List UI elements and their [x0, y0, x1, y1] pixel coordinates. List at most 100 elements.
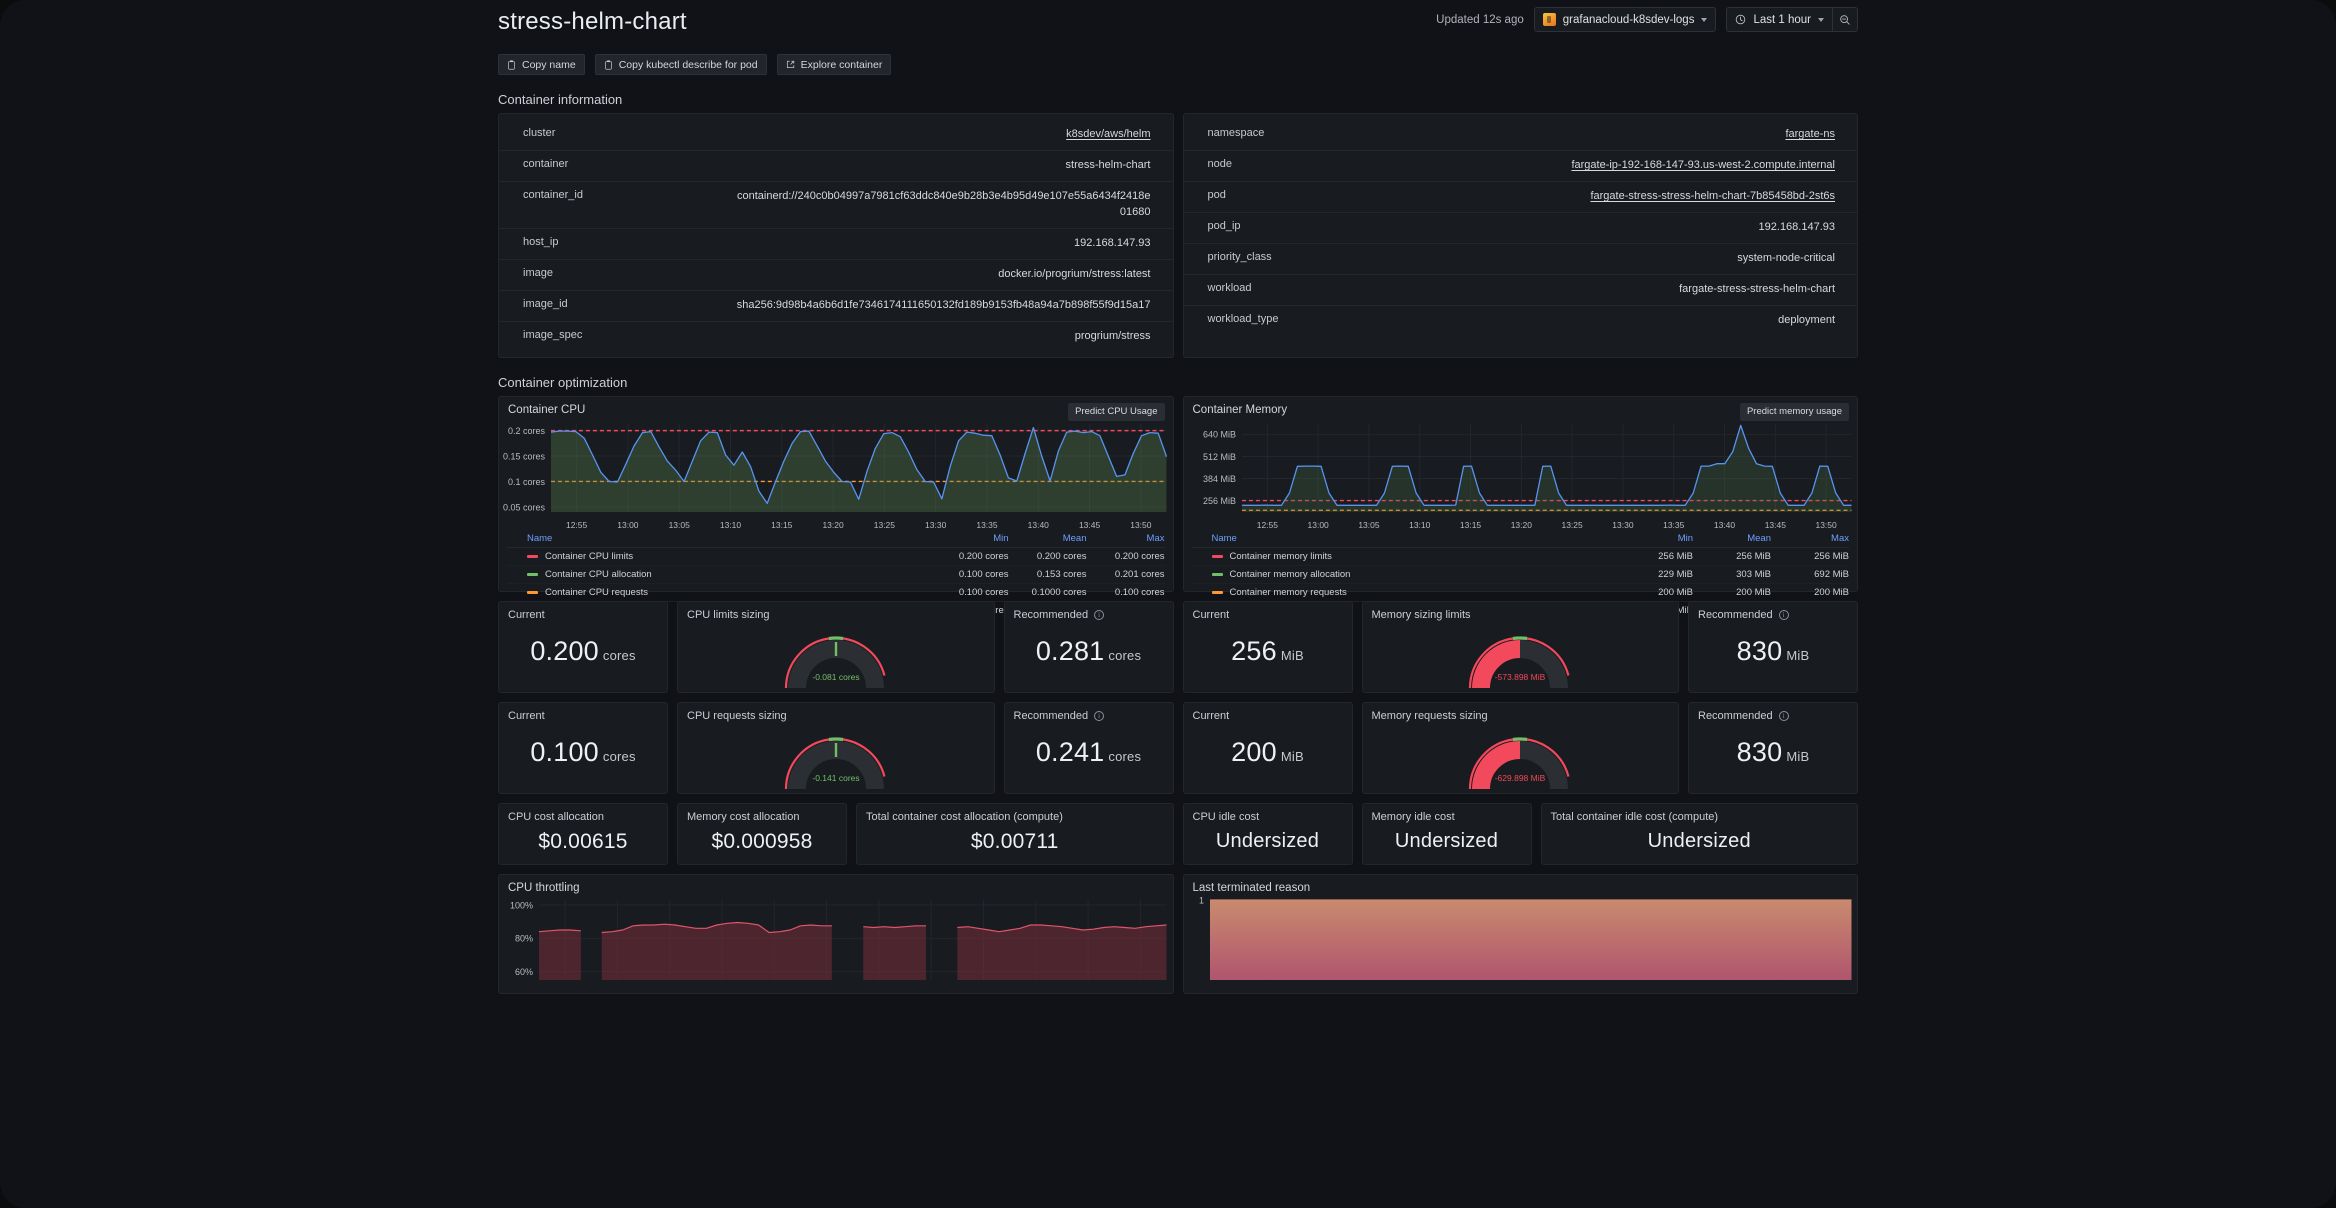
y-axis-tick-label: 80%	[515, 934, 533, 944]
info-icon[interactable]: i	[1778, 609, 1789, 620]
legend-row[interactable]: Container memory requests 200 MiB 200 MiB 2…	[1191, 584, 1849, 602]
legend-value-mean: 0.153 cores	[1036, 568, 1087, 580]
legend-row[interactable]: Container CPU requests 0.100 cores 0.1000 …	[507, 584, 1165, 602]
legend-value-mean: 303 MiB	[1736, 568, 1771, 580]
cost-panel: Memory cost allocation $0.000958	[677, 802, 847, 865]
legend-header: Name Min Mean Max	[507, 530, 1165, 548]
section-title-container-information: Container information	[498, 92, 623, 107]
cost-panels-row: CPU cost allocation $0.00615 Memory cost a…	[498, 802, 1858, 865]
gauge-value-text: -629.898 MiB	[1495, 773, 1546, 783]
legend-row[interactable]: Container memory limits 256 MiB 256 MiB 256…	[1191, 548, 1849, 566]
info-icon[interactable]: i	[1094, 609, 1105, 620]
legend-row[interactable]: Container CPU limits 0.200 cores 0.200 cor…	[507, 548, 1165, 566]
info-key: host_ip	[523, 235, 559, 248]
explore-container-button[interactable]: Explore container	[776, 54, 892, 75]
legend-value-min: 0.100 cores	[958, 586, 1009, 598]
clipboard-icon	[604, 59, 612, 70]
info-key: image_id	[523, 297, 568, 310]
datasource-label: grafanacloud-k8sdev-logs	[1562, 13, 1695, 26]
info-value-link[interactable]: fargate-ns	[1785, 128, 1835, 140]
legend-col-max[interactable]: Max	[1146, 532, 1165, 544]
legend-row[interactable]: Container memory allocation 229 MiB 303 Mi…	[1191, 566, 1849, 584]
chart-svg: 0.05 cores 0.1 cores 0.15 cores 0.2 cores 12…	[503, 423, 1168, 530]
x-axis-tick-label: 13:25	[1561, 520, 1583, 530]
recommended-number: 0.241	[1035, 736, 1105, 767]
legend-row[interactable]: Container CPU allocation 0.100 cores 0.153…	[507, 566, 1165, 584]
legend-value-max: 692 MiB	[1814, 568, 1849, 580]
time-range-picker[interactable]: Last 1 hour	[1726, 7, 1832, 32]
cost-label: Memory idle cost	[1371, 810, 1455, 823]
legend-col-min[interactable]: Min	[993, 532, 1009, 544]
copy-name-button[interactable]: Copy name	[498, 54, 585, 75]
info-row: pod_ip 192.168.147.93	[1183, 213, 1857, 244]
cost-label: CPU idle cost	[1192, 810, 1260, 823]
sizing-group: Current 200 MiB Memory requests sizing -629.…	[1182, 701, 1858, 795]
gauge-value-text: -0.081 cores	[812, 672, 859, 682]
clock-icon	[1736, 14, 1746, 25]
x-axis-tick-label: 13:45	[1079, 520, 1101, 530]
gauge-label: Memory sizing limits	[1371, 608, 1471, 621]
x-axis-tick-label: 13:00	[617, 520, 639, 530]
legend-col-mean[interactable]: Mean	[1062, 532, 1087, 544]
current-panel: Current 0.200 cores	[498, 600, 668, 693]
cost-value: Undersized	[1394, 829, 1499, 852]
current-label: Current	[508, 709, 545, 722]
info-row: cluster k8sdev/aws/helm	[499, 120, 1173, 151]
info-key: container	[523, 158, 569, 170]
gauge-visual: -629.898 MiB	[1363, 723, 1679, 795]
predict-cpu-usage-button[interactable]: Predict CPU Usage	[1068, 402, 1165, 421]
info-value-link[interactable]: fargate-ip-192-168-147-93.us-west-2.comp…	[1571, 159, 1835, 171]
info-row: workload fargate-stress-stress-helm-chart	[1183, 275, 1857, 306]
current-label: Current	[1192, 709, 1230, 722]
info-value-link[interactable]: fargate-stress-stress-helm-chart-7b85458…	[1590, 190, 1835, 202]
info-value-link[interactable]: k8sdev/aws/helm	[1066, 128, 1151, 140]
last-terminated-reason-title: Last terminated reason	[1192, 881, 1311, 894]
container-information-row: cluster k8sdev/aws/helm container stress-he…	[498, 113, 1858, 358]
gauge-panel: Memory requests sizing -629.898 MiB	[1361, 701, 1679, 795]
time-range-label: Last 1 hour	[1753, 13, 1811, 26]
info-value: system-node-critical	[1737, 252, 1835, 264]
cost-panel: Memory idle cost Undersized	[1361, 802, 1532, 865]
current-label: Current	[508, 608, 545, 621]
legend-series-label: Container CPU requests	[545, 586, 648, 598]
legend-series-name: Container CPU requests	[507, 587, 931, 598]
recommended-label: Recommended i	[1698, 609, 1789, 621]
dashboard-content: stress-helm-chart Updated 12s ago grafan…	[498, 0, 1858, 1208]
gauge-visual: -573.898 MiB	[1363, 622, 1679, 694]
x-axis-tick-label: 13:20	[1510, 520, 1532, 530]
current-unit: cores	[602, 647, 636, 663]
info-key: priority_class	[1207, 251, 1272, 263]
container-cpu-title: Container CPU	[508, 403, 586, 416]
info-value: containerd://240c0b04997a7981cf63ddc840e…	[736, 190, 1151, 218]
legend-value-max: 256 MiB	[1814, 550, 1849, 562]
info-icon[interactable]: i	[1094, 710, 1105, 721]
legend-col-mean[interactable]: Mean	[1747, 532, 1771, 544]
recommended-label-text: Recommended	[1698, 608, 1773, 621]
recommended-unit: MiB	[1786, 748, 1810, 764]
info-key: workload	[1207, 282, 1252, 294]
time-range-group: Last 1 hour	[1726, 7, 1858, 32]
legend-color-swatch	[1211, 554, 1223, 558]
datasource-picker[interactable]: grafanacloud-k8sdev-logs	[1533, 7, 1717, 32]
info-row: container stress-helm-chart	[499, 151, 1173, 182]
y-axis-tick-label: 0.05 cores	[503, 502, 545, 512]
recommended-panel: Recommended i 830 MiB	[1688, 600, 1858, 693]
legend-col-min[interactable]: Min	[1677, 532, 1693, 544]
zoom-out-button[interactable]	[1832, 7, 1858, 32]
legend-color-swatch	[527, 590, 538, 594]
recommended-label: Recommended i	[1014, 710, 1105, 722]
predict-memory-usage-button[interactable]: Predict memory usage	[1739, 402, 1849, 421]
legend-series-name: Container CPU limits	[507, 551, 931, 562]
info-row: workload_type deployment	[1184, 306, 1858, 337]
legend-col-max[interactable]: Max	[1831, 532, 1849, 544]
info-key: namespace	[1207, 127, 1265, 139]
info-icon[interactable]: i	[1778, 710, 1789, 721]
legend-col-name[interactable]: Name	[527, 532, 553, 544]
sizing-group: Current 0.100 cores CPU requests sizing -0.1…	[498, 701, 1174, 794]
gauge-svg: -573.898 MiB	[1469, 636, 1570, 689]
legend-col-name[interactable]: Name	[1211, 532, 1237, 544]
recommended-panel: Recommended i 0.281 cores	[1003, 600, 1174, 693]
legend-series-name: Container memory requests	[1192, 587, 1616, 598]
current-unit: cores	[602, 748, 636, 764]
copy-kubectl-describe-button[interactable]: Copy kubectl describe for pod	[594, 54, 767, 75]
